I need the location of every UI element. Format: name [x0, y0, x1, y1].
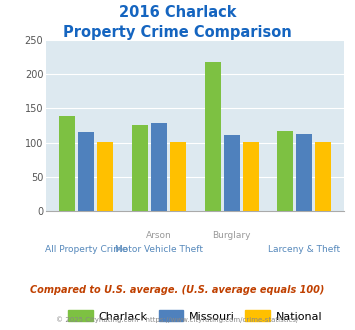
Text: Compared to U.S. average. (U.S. average equals 100): Compared to U.S. average. (U.S. average …: [30, 285, 325, 295]
Bar: [132, 125, 148, 211]
Bar: [205, 62, 221, 211]
Bar: [278, 131, 294, 211]
Text: All Property Crime: All Property Crime: [45, 245, 127, 253]
Text: Larceny & Theft: Larceny & Theft: [268, 245, 340, 253]
Text: Motor Vehicle Theft: Motor Vehicle Theft: [115, 245, 203, 253]
Bar: [296, 134, 312, 211]
Bar: [59, 116, 75, 211]
Text: 2016 Charlack: 2016 Charlack: [119, 5, 236, 20]
Bar: [151, 123, 167, 211]
Bar: [224, 135, 240, 211]
Bar: [170, 142, 186, 211]
Legend: Charlack, Missouri, National: Charlack, Missouri, National: [64, 306, 327, 326]
Bar: [78, 132, 94, 211]
Text: Property Crime Comparison: Property Crime Comparison: [63, 25, 292, 40]
Bar: [242, 142, 258, 211]
Bar: [315, 142, 331, 211]
Text: © 2025 CityRating.com - https://www.cityrating.com/crime-statistics/: © 2025 CityRating.com - https://www.city…: [56, 317, 299, 323]
Text: Arson: Arson: [146, 231, 172, 240]
Bar: [97, 142, 113, 211]
Text: Burglary: Burglary: [212, 231, 251, 240]
